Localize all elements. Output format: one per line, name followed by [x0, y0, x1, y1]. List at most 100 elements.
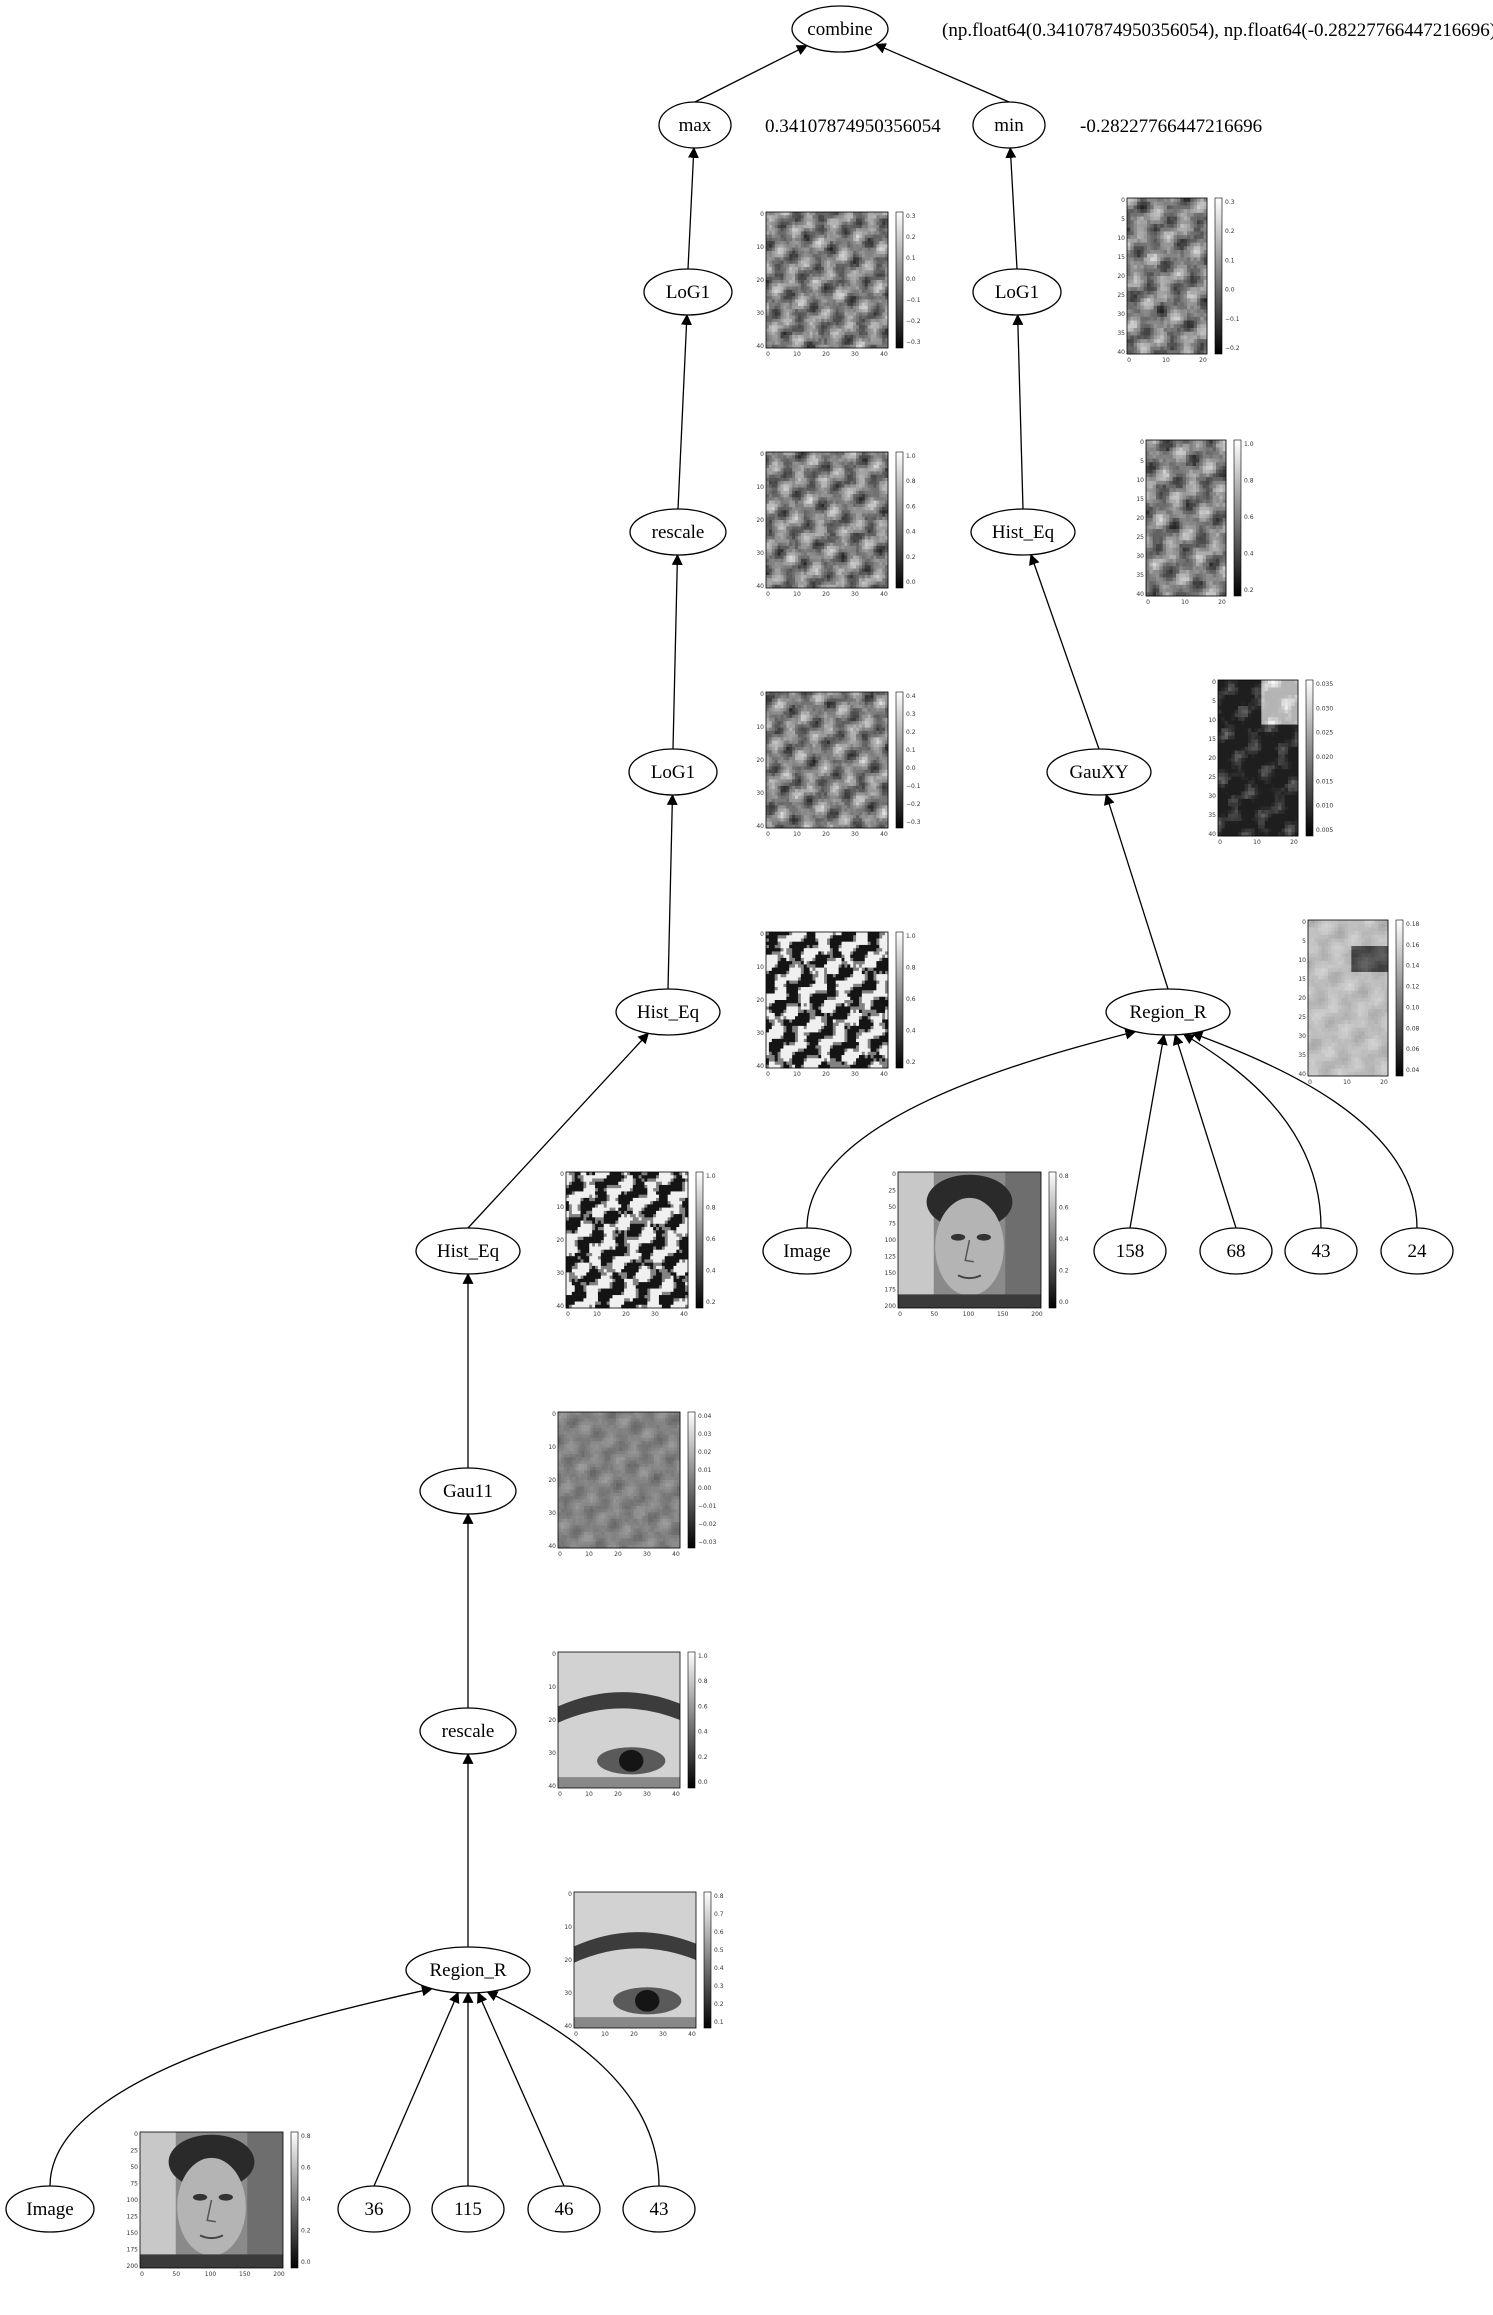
thumbnail-ytick: 10 [1136, 477, 1144, 484]
thumbnail-colorbar-tick: −0.03 [698, 1539, 717, 1546]
thumbnail-image [766, 692, 889, 829]
thumbnail-colorbar-tick: 0.2 [1059, 1268, 1069, 1275]
edge-image2-to-region_r2 [806, 1028, 1137, 1229]
thumbnail-colorbar [1395, 919, 1404, 1077]
node-log1_c: LoG1 [628, 748, 718, 796]
thumbnail-ytick: 40 [756, 1063, 764, 1070]
thumbnail-image [1146, 440, 1227, 597]
node-histeq_a: Hist_Eq [615, 988, 721, 1036]
thumbnail-image [766, 212, 889, 349]
thumbnail-xtick: 10 [1181, 599, 1189, 606]
node-ellipse [419, 1707, 517, 1755]
thumbnail-colorbar-tick: 0.8 [698, 1678, 708, 1685]
thumbnail-xtick: 10 [1162, 357, 1170, 364]
thumbnail-colorbar-tick: 0.020 [1316, 754, 1333, 761]
thumbnail-ytick: 20 [1117, 273, 1125, 280]
node-label: min [994, 115, 1024, 136]
thumbnail-ytick: 30 [1208, 793, 1216, 800]
thumbnail-colorbar [1048, 1171, 1057, 1309]
thumbnail-ytick: 125 [885, 1254, 897, 1261]
thumbnail-image [566, 1172, 689, 1309]
thumbnail-colorbar-tick: 0.3 [906, 213, 916, 220]
thumbnail-xtick: 0 [1218, 839, 1222, 846]
edges [49, 43, 1418, 2187]
thumbnail-colorbar-tick: 0.005 [1316, 827, 1333, 834]
node-log1_b: LoG1 [972, 268, 1062, 316]
thumbnail-frame [897, 1171, 1042, 1309]
thumbnail-xtick: 20 [822, 1071, 830, 1078]
node-ellipse [1199, 1227, 1273, 1275]
thumbnail-colorbar-tick: 0.6 [906, 503, 916, 510]
thumbnail-ytick: 20 [756, 517, 764, 524]
node-n68: 68 [1199, 1227, 1273, 1275]
thumbnail-image [1308, 920, 1389, 1077]
node-ellipse [1105, 988, 1231, 1036]
thumbnail-colorbar-tick: 0.4 [906, 1028, 916, 1035]
thumbnail-ytick: 75 [888, 1221, 896, 1228]
thumbnail-ytick: 40 [756, 343, 764, 350]
node-region_r1: Region_R [405, 1946, 531, 1994]
thumbnail-xtick: 40 [688, 2031, 696, 2038]
thumbnail-xtick: 40 [880, 1071, 888, 1078]
thumbnail-xtick: 0 [1146, 599, 1150, 606]
thumbnail-frame [1126, 197, 1208, 355]
thumbnail-xtick: 30 [659, 2031, 667, 2038]
node-image2: Image [762, 1227, 852, 1275]
thumbnail-ytick: 20 [756, 277, 764, 284]
edge-image1-to-region_r1 [49, 1985, 433, 2187]
thumbnail-xtick: 10 [793, 1071, 801, 1078]
thumbnail-xtick: 0 [558, 1551, 562, 1558]
thumbnail-colorbar-tick: 0.1 [906, 255, 916, 262]
thumbnail-xtick: 20 [822, 591, 830, 598]
thumbnail-xtick: 10 [793, 351, 801, 358]
node-label: Image [783, 1241, 830, 1262]
thumbnail-colorbar-tick: 0.2 [714, 2001, 724, 2008]
thumbnail-colorbar-tick: 0.6 [706, 1236, 716, 1243]
thumbnail-ytick: 10 [1298, 957, 1306, 964]
node-ellipse [415, 1227, 521, 1275]
thumbnail-xtick: 0 [898, 1311, 902, 1318]
thumbnail-ytick: 30 [756, 550, 764, 557]
thumbnail-colorbar-tick: 0.3 [714, 1983, 724, 1990]
thumbnail-colorbar [1214, 197, 1223, 355]
thumbnail-ytick: 30 [556, 1270, 564, 1277]
thumbnail-xtick: 30 [851, 591, 859, 598]
node-label: Region_R [429, 1960, 506, 1981]
thumbnail-ytick: 20 [556, 1237, 564, 1244]
node-ellipse [5, 2185, 95, 2233]
thumbnail-xtick: 20 [614, 1551, 622, 1558]
thumbnail-xtick: 20 [614, 1791, 622, 1798]
thumbnail-colorbar-tick: 0.0 [1059, 1299, 1069, 1306]
thumbnail-colorbar-tick: 0.2 [301, 2228, 311, 2235]
thumbnail-colorbar-tick: 0.2 [906, 554, 916, 561]
thumbnail-colorbar-tick: 0.010 [1316, 803, 1333, 810]
thumbnail-colorbar-tick: −0.1 [1225, 316, 1240, 323]
thumbnail-frame [565, 1171, 689, 1309]
thumbnail-ytick: 10 [564, 1924, 572, 1931]
thumbnail-ytick: 50 [130, 2164, 138, 2171]
thumbnail-ytick: 35 [1298, 1052, 1306, 1059]
node-ellipse [1380, 1227, 1454, 1275]
edge-histeq_r-to-log1_b [1012, 313, 1024, 510]
thumbnail-xtick: 200 [1031, 1311, 1043, 1318]
node-histeq_b: Hist_Eq [415, 1227, 521, 1275]
node-label: rescale [652, 522, 705, 543]
node-log1_a: LoG1 [643, 268, 733, 316]
thumbnail-image [574, 1892, 696, 2028]
node-label: 43 [650, 2199, 669, 2220]
thumbnail-colorbar [695, 1171, 704, 1309]
thumbnail-ytick: 40 [1208, 831, 1216, 838]
thumbnail-colorbar-tick: 0.030 [1316, 705, 1333, 712]
node-histeq_r: Hist_Eq [970, 508, 1076, 556]
thumbnail-ytick: 40 [564, 2023, 572, 2030]
thumbnail-xtick: 50 [930, 1311, 938, 1318]
edge-histeq_b-to-histeq_a [467, 1032, 650, 1229]
thumbnail-xtick: 150 [239, 2271, 251, 2278]
thumbnail-ytick: 15 [1117, 254, 1125, 261]
thumbnail-colorbar-tick: 0.3 [906, 711, 916, 718]
node-n24: 24 [1380, 1227, 1454, 1275]
thumbnail-frame [765, 211, 889, 349]
thumbnail-colorbar-tick: 0.6 [1244, 514, 1254, 521]
thumbnail-colorbar-tick: 0.0 [906, 579, 916, 586]
